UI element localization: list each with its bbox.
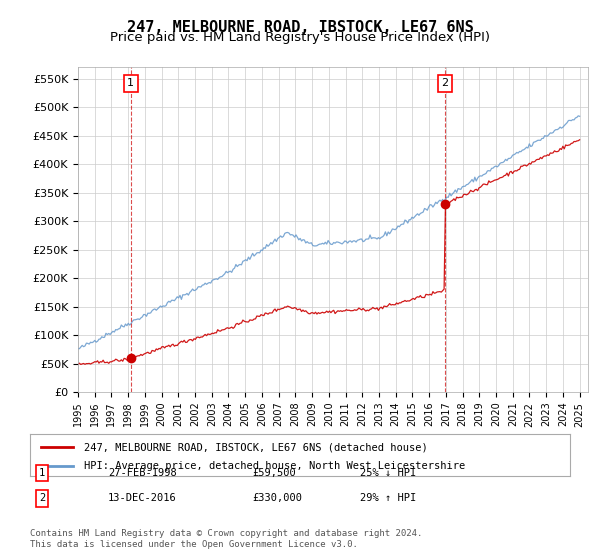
Text: 2: 2 (442, 78, 449, 88)
Text: 27-FEB-1998: 27-FEB-1998 (108, 468, 177, 478)
Text: 1: 1 (39, 468, 45, 478)
Text: 247, MELBOURNE ROAD, IBSTOCK, LE67 6NS (detached house): 247, MELBOURNE ROAD, IBSTOCK, LE67 6NS (… (84, 442, 428, 452)
Text: HPI: Average price, detached house, North West Leicestershire: HPI: Average price, detached house, Nort… (84, 461, 465, 472)
Text: 247, MELBOURNE ROAD, IBSTOCK, LE67 6NS: 247, MELBOURNE ROAD, IBSTOCK, LE67 6NS (127, 20, 473, 35)
Text: Contains HM Land Registry data © Crown copyright and database right 2024.
This d: Contains HM Land Registry data © Crown c… (30, 529, 422, 549)
Text: 25% ↓ HPI: 25% ↓ HPI (360, 468, 416, 478)
Text: 1: 1 (127, 78, 134, 88)
Text: £59,500: £59,500 (252, 468, 296, 478)
Text: Price paid vs. HM Land Registry's House Price Index (HPI): Price paid vs. HM Land Registry's House … (110, 31, 490, 44)
Text: £330,000: £330,000 (252, 493, 302, 503)
Text: 29% ↑ HPI: 29% ↑ HPI (360, 493, 416, 503)
Text: 13-DEC-2016: 13-DEC-2016 (108, 493, 177, 503)
Text: 2: 2 (39, 493, 45, 503)
